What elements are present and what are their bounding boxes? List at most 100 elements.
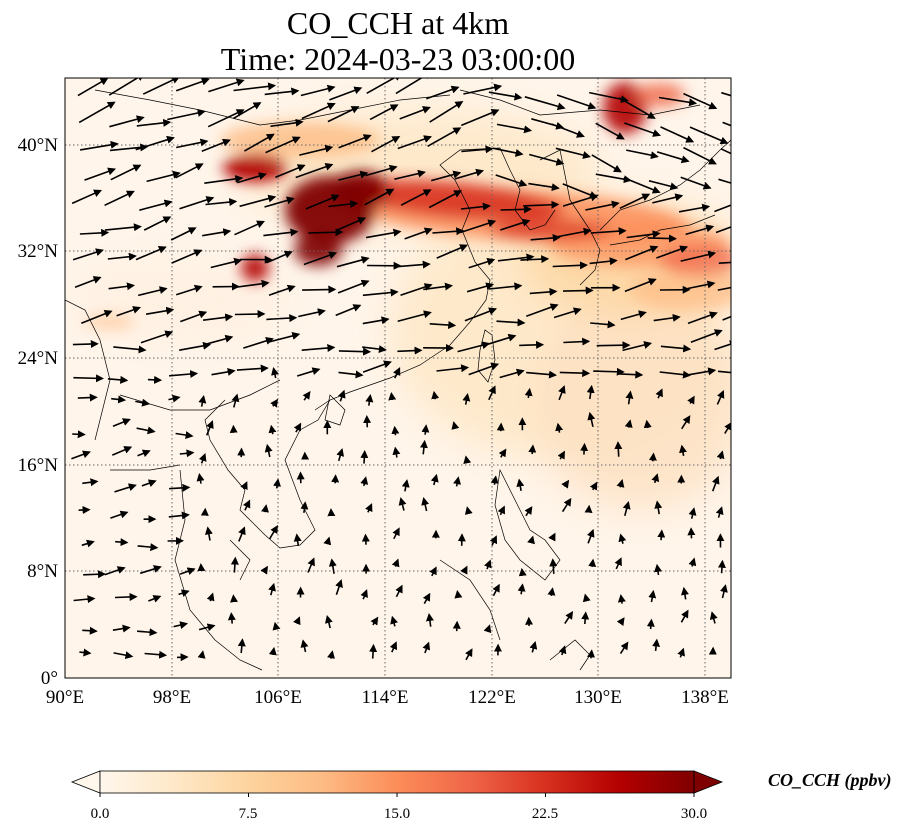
wind-arrow xyxy=(685,224,715,236)
wind-arrow xyxy=(305,194,340,210)
wind-arrow xyxy=(335,579,343,596)
wind-arrow xyxy=(300,501,309,513)
colorbar-min-extend xyxy=(70,770,101,794)
wind-arrow xyxy=(391,425,400,436)
wind-arrow xyxy=(715,506,724,518)
wind-arrow xyxy=(432,227,465,236)
colorbar-tick: 0.0 xyxy=(90,806,110,822)
wind-arrow xyxy=(243,499,251,511)
wind-arrow xyxy=(338,170,369,181)
wind-arrow xyxy=(616,479,625,488)
wind-arrow xyxy=(272,621,281,631)
wind-arrow xyxy=(364,188,395,206)
lon-tick: 98°E xyxy=(153,687,191,708)
wind-arrow xyxy=(499,368,525,379)
wind-arrow xyxy=(337,389,346,402)
wind-arrow xyxy=(233,82,277,92)
wind-arrow xyxy=(370,616,379,626)
wind-arrow xyxy=(73,374,104,383)
wind-arrow xyxy=(362,316,390,325)
wind-arrow xyxy=(268,582,276,596)
wind-arrow xyxy=(423,282,453,291)
wind-arrow xyxy=(548,532,556,542)
wind-arrow xyxy=(720,148,731,155)
wind-arrow xyxy=(301,343,336,352)
wind-arrow xyxy=(618,97,656,119)
wind-arrow xyxy=(524,387,533,399)
wind-arrow xyxy=(497,253,535,262)
wind-arrow xyxy=(620,310,647,321)
wind-arrow xyxy=(436,244,468,259)
wind-arrow xyxy=(331,474,340,484)
wind-arrow xyxy=(622,341,653,352)
wind-arrow xyxy=(654,563,662,576)
wind-arrow xyxy=(715,226,731,234)
wind-arrow xyxy=(397,310,432,323)
wind-arrow xyxy=(552,261,588,270)
wind-arrow xyxy=(460,219,497,234)
wind-arrow xyxy=(430,170,462,182)
wind-arrow xyxy=(660,344,692,353)
wind-arrow xyxy=(589,257,618,266)
wind-arrow xyxy=(429,320,457,329)
map-panel xyxy=(65,78,731,678)
wind-arrow xyxy=(561,479,570,489)
wind-arrow xyxy=(523,200,560,209)
wind-arrow xyxy=(232,102,262,120)
wind-arrow xyxy=(390,615,398,627)
wind-arrow xyxy=(616,617,625,627)
wind-arrow xyxy=(680,586,689,600)
wind-arrow xyxy=(660,126,695,143)
wind-arrow xyxy=(335,304,362,317)
wind-arrow xyxy=(362,288,399,297)
wind-arrow xyxy=(618,533,627,544)
wind-arrow xyxy=(268,424,277,435)
colorbar-tick: 15.0 xyxy=(383,806,411,822)
wind-arrow xyxy=(197,650,206,659)
wind-arrow xyxy=(201,138,231,153)
wind-arrow xyxy=(365,164,398,177)
wind-arrow xyxy=(328,558,337,574)
wind-arrow xyxy=(684,367,717,377)
wind-arrow xyxy=(596,341,631,350)
wind-arrow xyxy=(657,529,666,541)
lat-tick: 8°N xyxy=(27,561,58,582)
wind-arrow xyxy=(553,307,582,319)
colorbar-tick: 7.5 xyxy=(238,806,258,822)
wind-arrow xyxy=(463,83,503,95)
wind-arrow xyxy=(716,389,725,405)
wind-arrow xyxy=(360,589,368,600)
wind-arrow xyxy=(72,248,104,261)
wind-arrow xyxy=(77,393,98,402)
wind-arrow xyxy=(714,340,731,351)
wind-arrow xyxy=(720,584,728,599)
wind-arrow xyxy=(396,260,431,269)
wind-arrow xyxy=(175,431,194,439)
wind-arrow xyxy=(652,638,661,651)
wind-arrow xyxy=(562,193,599,207)
wind-arrow xyxy=(111,446,133,456)
wind-arrow xyxy=(139,565,162,575)
wind-arrow xyxy=(81,310,113,325)
wind-arrow xyxy=(263,228,299,237)
wind-arrow xyxy=(487,333,517,345)
wind-arrow xyxy=(179,567,196,576)
wind-arrow xyxy=(516,478,525,491)
wind-arrow xyxy=(529,287,558,296)
wind-arrow xyxy=(488,385,496,401)
wind-arrow xyxy=(656,245,689,259)
wind-arrow xyxy=(678,203,711,213)
wind-arrow xyxy=(168,394,181,403)
wind-arrow xyxy=(365,228,402,239)
wind-arrow xyxy=(110,164,142,181)
wind-arrow xyxy=(84,167,117,181)
wind-arrow xyxy=(388,392,397,401)
wind-arrow xyxy=(362,345,387,354)
wind-arrow xyxy=(338,347,372,356)
wind-arrow xyxy=(648,589,657,603)
wind-arrow xyxy=(651,473,660,484)
wind-arrow xyxy=(116,306,142,317)
wind-arrow xyxy=(135,135,175,151)
wind-arrow xyxy=(389,641,398,653)
wind-arrow xyxy=(136,426,156,435)
